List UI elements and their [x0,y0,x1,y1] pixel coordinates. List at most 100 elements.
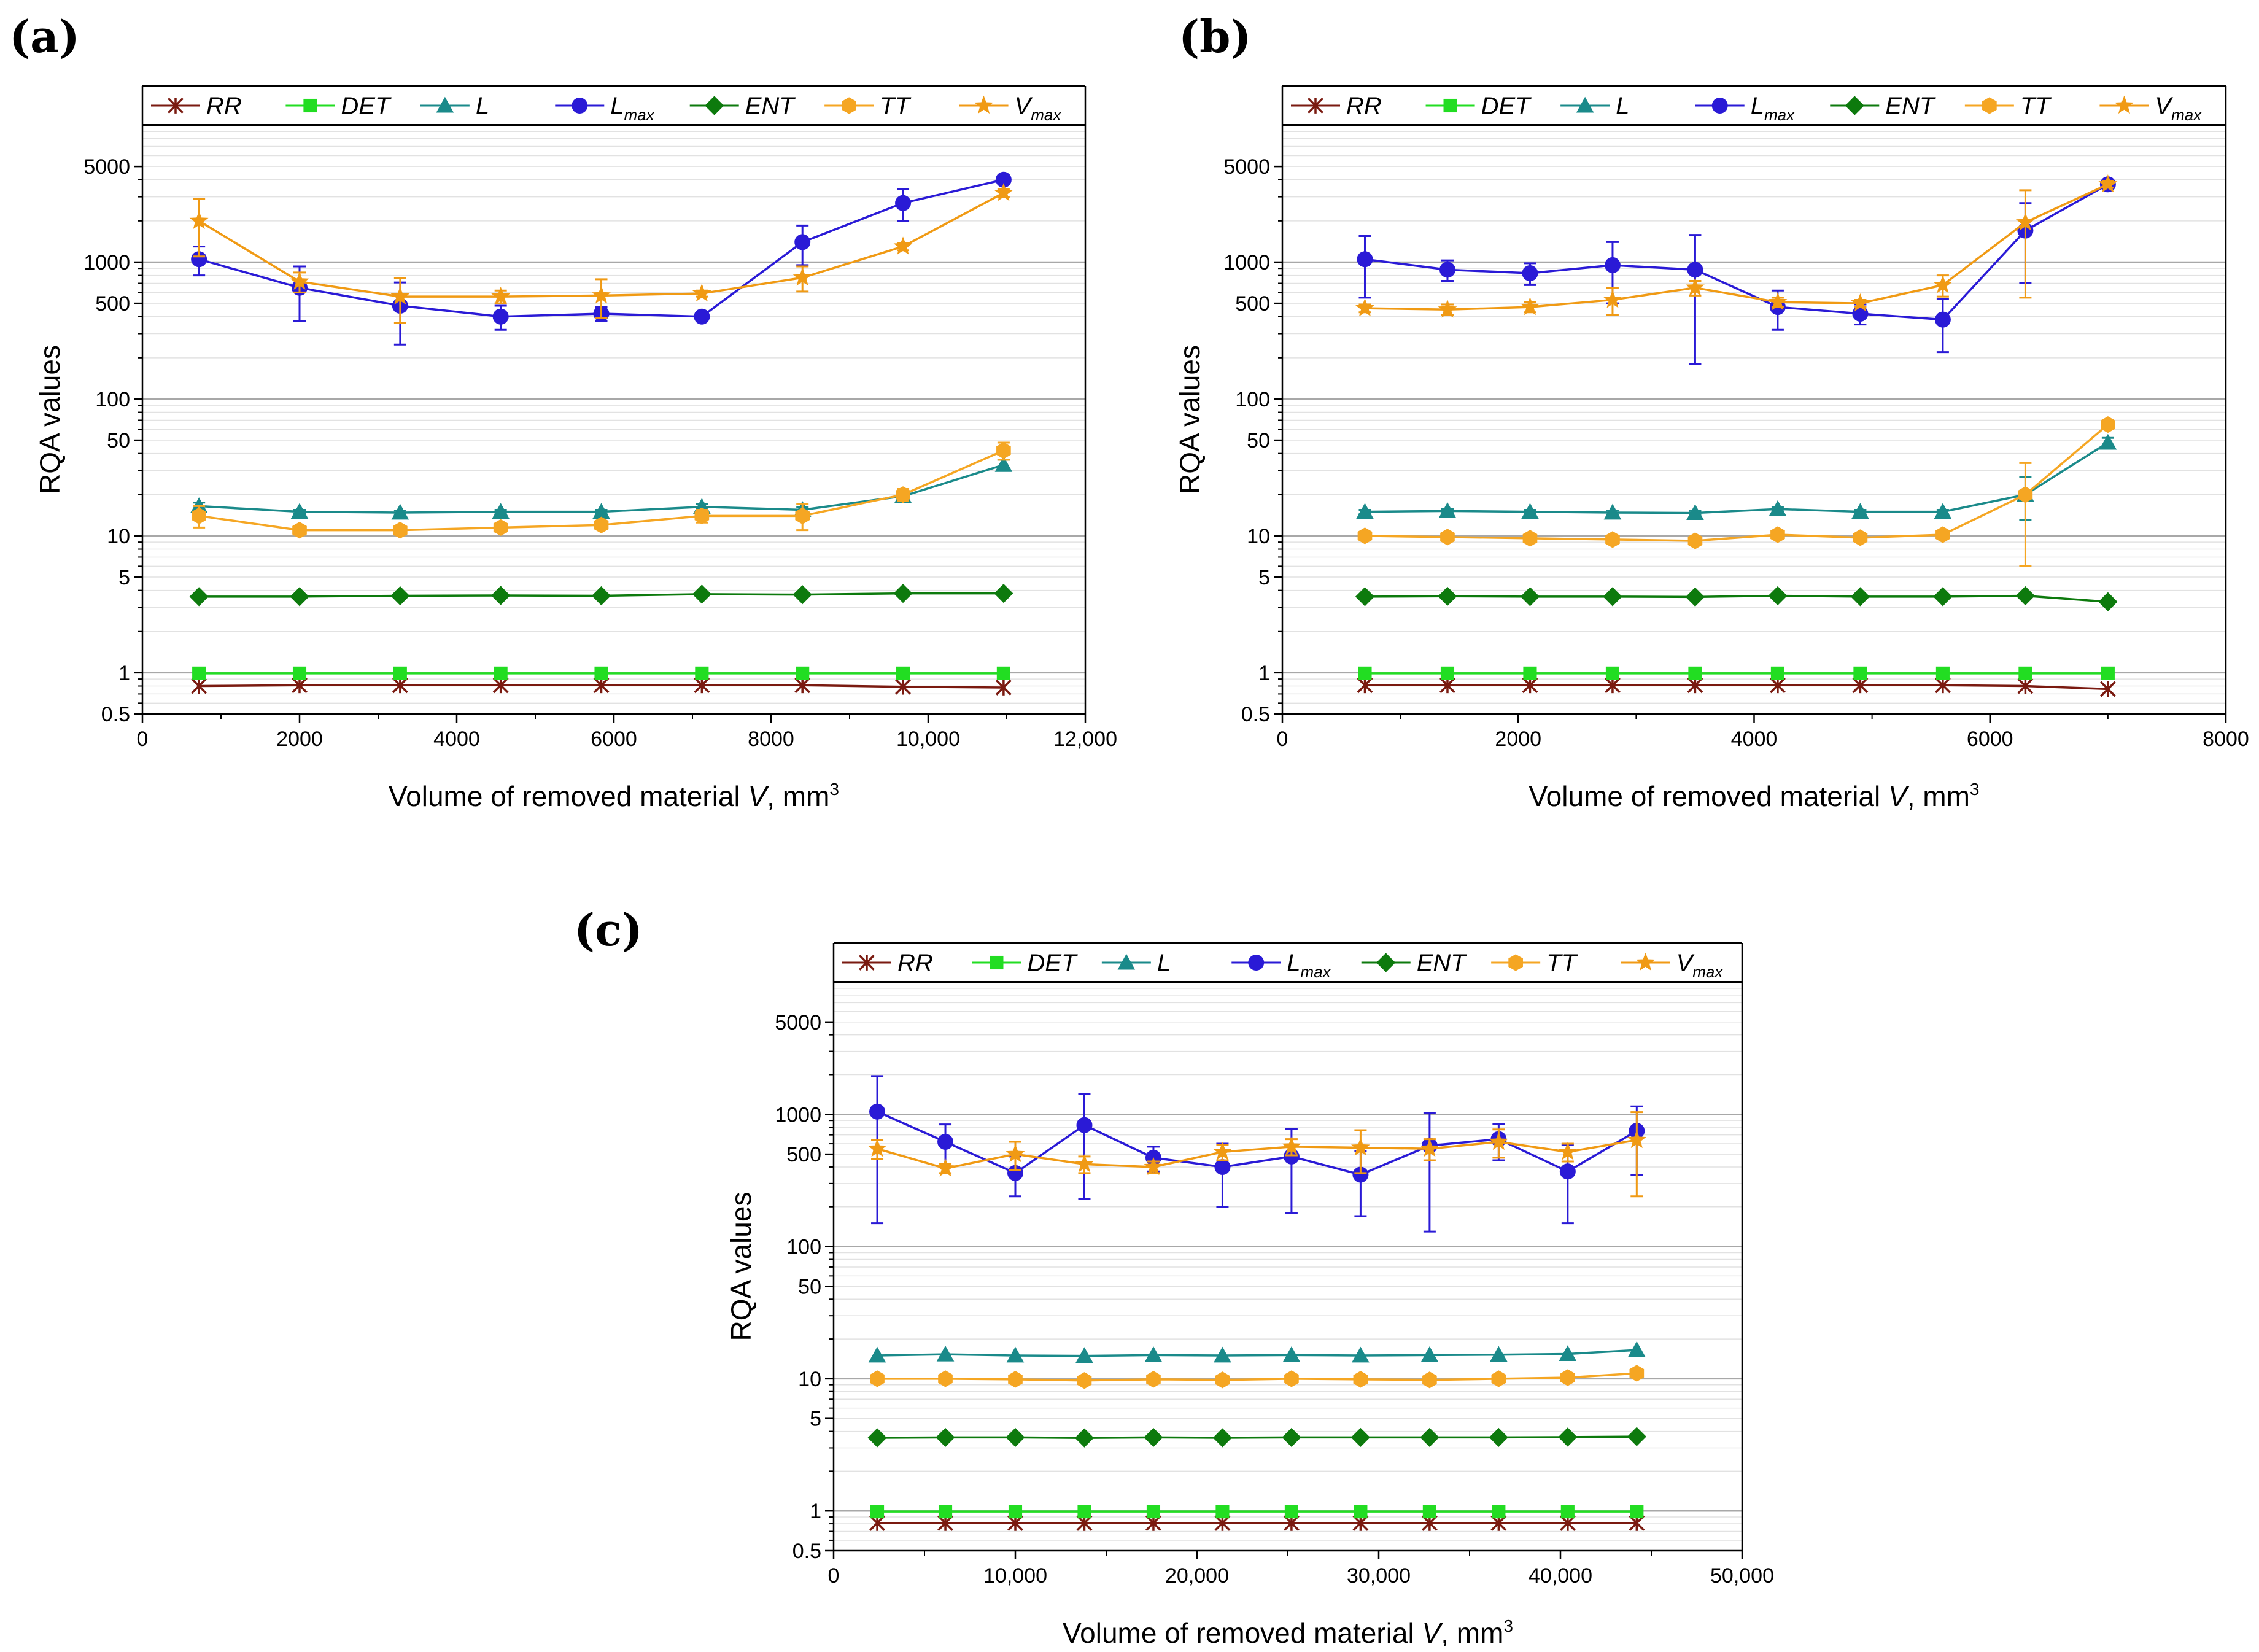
data-point [2099,433,2117,450]
data-point [1933,587,1953,607]
x-tick-label: 10,000 [983,1564,1047,1588]
y-tick-label: 10 [1247,525,1270,548]
data-point [869,1103,886,1120]
y-tick-label: 1 [810,1500,821,1523]
data-point [189,587,209,607]
data-point [1438,502,1457,518]
data-point [191,251,207,268]
data-point [694,308,710,325]
y-tick-label: 10 [107,525,130,548]
data-point [1420,1138,1439,1157]
data-point [1491,1370,1506,1387]
legend-label-ent: ENT [1885,93,1936,120]
legend-hexagon-marker [842,97,856,114]
series-vmax [867,1111,1646,1198]
data-point [996,666,1010,680]
x-ticks: 0 2000 4000 6000 8000 [1277,714,2249,751]
data-point [895,195,912,211]
data-point [191,678,207,694]
data-point [1144,1427,1163,1448]
y-axis-title: RQA values [34,345,66,494]
x-axis-title-part: , mm [1441,1617,1503,1649]
legend-item-ent: ENT [689,93,796,120]
y-tick-label: 0.5 [101,703,130,726]
legend-label-det: DET [1481,93,1532,120]
y-tick-label: 1000 [1223,251,1270,274]
legend-diamond-marker [1376,953,1396,972]
y-tick-label: 100 [1235,388,1270,411]
legend-hexagon-marker [1508,954,1523,971]
legend-label-lmax: Lmax [1287,950,1331,981]
data-point [870,1505,885,1519]
data-point [896,486,910,503]
legend-label-lmax: Lmax [610,93,654,124]
data-point [1523,666,1537,680]
data-point [189,211,209,229]
legend-item-ent: ENT [1830,93,1936,120]
legend-item-det: DET [285,93,392,120]
series-line [877,1111,1638,1176]
legend-asterisk-marker [168,98,184,114]
data-point [1628,1341,1646,1357]
data-point [1604,257,1621,273]
x-tick-label: 0 [828,1564,840,1588]
x-tick-label: 50,000 [1710,1564,1774,1588]
data-point [1008,1371,1023,1388]
data-point [1688,666,1702,680]
data-point [995,171,1012,188]
x-axis-title-part: Volume of removed material [1529,780,1889,812]
data-point [1212,1428,1233,1448]
y-tick-label: 1 [118,662,130,685]
x-axis-title-superscript: 3 [1503,1616,1513,1635]
data-point [1489,1427,1508,1448]
legend-item-det: DET [1425,93,1532,120]
data-point [1358,666,1372,680]
legend-subscript: max [1764,106,1795,124]
data-point [2101,416,2115,433]
x-axis-title-part: Volume of removed material [1063,1617,1422,1649]
legend-item-l: L [420,93,489,120]
x-axis-title-var: V [1888,780,1910,812]
data-point [1006,1346,1025,1363]
data-point [938,1505,953,1519]
x-axis-title-part: Volume of removed material [389,780,748,812]
legend-label-tt: TT [1546,950,1578,977]
x-axis-title: Volume of removed material V, mm3 [1063,1616,1513,1649]
data-point [1357,251,1373,268]
data-point [1627,1130,1646,1149]
x-tick-label: 30,000 [1347,1564,1411,1588]
data-point [1853,529,1868,546]
data-point [1006,1427,1025,1448]
x-tick-label: 6000 [1967,727,2013,751]
series-det [870,1505,1644,1519]
data-point [867,1428,887,1448]
legend-item-rr: RR [151,93,242,120]
data-point [1770,666,1784,680]
data-point [2017,678,2034,694]
series-line [1365,183,2109,321]
data-point [1687,532,1703,549]
data-point [2018,486,2033,503]
legend-triangle-marker [436,96,454,113]
legend-subscript: max [1692,963,1723,981]
series-line [877,1139,1637,1170]
minor-grid [834,988,1742,1541]
panel-b: (b) RR DET L Lmax ENT TT Vmax 0.5 1 5 10 50 100 500 100… [1174,10,2249,812]
data-point [792,585,812,605]
legend-square-marker [303,98,317,113]
y-tick-label: 100 [786,1236,821,1259]
data-point [2015,212,2035,231]
data-point [1357,527,1373,545]
major-grid [142,261,1085,674]
data-point [1603,587,1622,607]
data-point [292,522,307,539]
legend-item-tt: TT [824,93,912,120]
legend-diamond-marker [1845,96,1864,115]
data-point [1282,1427,1301,1448]
series-line [877,1349,1637,1357]
legend-diamond-marker [705,96,724,115]
data-point [794,234,811,250]
series-tt [1357,416,2115,567]
series-l [1356,433,2117,522]
data-point [1075,1154,1094,1173]
